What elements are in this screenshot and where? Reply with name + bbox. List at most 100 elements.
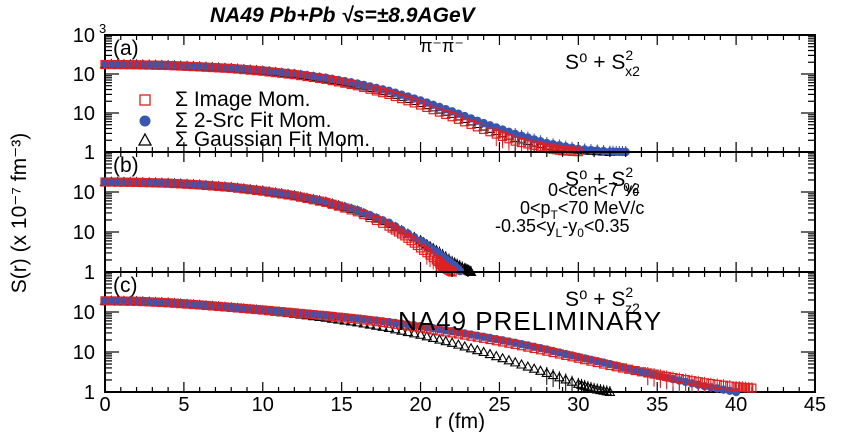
data-point bbox=[415, 100, 426, 110]
data-point bbox=[131, 177, 142, 187]
preliminary-label: NA49 PRELIMINARY bbox=[398, 306, 662, 336]
data-point bbox=[403, 321, 413, 331]
data-point bbox=[359, 82, 369, 93]
data-point bbox=[434, 107, 445, 117]
data-point bbox=[442, 264, 452, 274]
legend-entry: Σ Gaussian Fit Mom. bbox=[137, 128, 370, 151]
data-point bbox=[365, 316, 375, 326]
panel-b: 1 10 10 (b) S⁰ + S2 y2 bbox=[73, 151, 816, 284]
data-point bbox=[630, 365, 640, 376]
data-point bbox=[113, 296, 123, 306]
data-point bbox=[176, 299, 186, 309]
data-point bbox=[472, 332, 482, 342]
data-point bbox=[131, 296, 142, 306]
data-point bbox=[655, 370, 665, 380]
cut-rapidity: -0.35<yL-y0<0.35 bbox=[495, 216, 629, 240]
data-point bbox=[674, 373, 684, 384]
data-point bbox=[308, 72, 318, 83]
data-point bbox=[687, 376, 697, 386]
data-point bbox=[207, 181, 217, 191]
panel-label: (a) bbox=[113, 37, 139, 60]
legend-label: Σ Gaussian Fit Mom. bbox=[175, 128, 370, 151]
y-tick-label: 10 bbox=[73, 182, 95, 204]
x-tick-label: 20 bbox=[409, 394, 431, 416]
data-point bbox=[308, 310, 318, 320]
data-point bbox=[113, 177, 123, 187]
x-tick-label: 25 bbox=[488, 394, 510, 416]
data-point bbox=[516, 358, 527, 369]
panel-label: (c) bbox=[113, 274, 138, 297]
data-point bbox=[384, 318, 394, 328]
data-point bbox=[566, 376, 578, 386]
y-tick-label: 10 bbox=[73, 25, 95, 47]
data-point bbox=[188, 62, 198, 72]
data-point bbox=[459, 340, 471, 351]
data-point bbox=[378, 88, 388, 98]
data-point bbox=[390, 91, 400, 102]
data-point bbox=[131, 60, 142, 70]
data-point bbox=[586, 356, 596, 366]
data-point bbox=[460, 330, 470, 340]
data-point bbox=[245, 65, 255, 75]
series-open-square bbox=[100, 296, 757, 393]
cut-pt: 0<pT<70 MeV/c bbox=[520, 198, 644, 222]
data-point bbox=[182, 61, 192, 71]
data-point bbox=[706, 378, 716, 389]
data-point bbox=[314, 310, 325, 320]
data-point bbox=[327, 76, 337, 86]
series-filled-circle bbox=[100, 177, 465, 276]
data-point bbox=[302, 193, 312, 204]
x-tick-label: 45 bbox=[804, 394, 826, 416]
data-point bbox=[419, 245, 429, 255]
data-point bbox=[258, 66, 268, 76]
data-point bbox=[434, 333, 445, 344]
data-point bbox=[270, 188, 280, 198]
data-point bbox=[617, 363, 628, 373]
data-point bbox=[340, 313, 350, 323]
data-point bbox=[567, 352, 577, 362]
data-point bbox=[371, 86, 381, 96]
y-tick-label: 10 bbox=[73, 222, 95, 244]
data-point bbox=[119, 296, 129, 306]
data-point bbox=[624, 364, 634, 374]
y-tick-label: 10 bbox=[73, 103, 95, 125]
data-point bbox=[359, 210, 369, 220]
data-point bbox=[479, 124, 489, 134]
data-point bbox=[296, 308, 306, 319]
data-point bbox=[239, 303, 249, 314]
data-point bbox=[390, 319, 400, 329]
data-point bbox=[510, 339, 520, 349]
data-point bbox=[434, 326, 445, 336]
data-point bbox=[270, 67, 280, 78]
data-point bbox=[340, 78, 350, 88]
y-tick-label: 10 bbox=[73, 64, 95, 86]
legend-marker bbox=[137, 132, 153, 146]
data-point bbox=[528, 363, 540, 373]
data-point bbox=[522, 360, 534, 371]
x-axis-label: r (fm) bbox=[435, 410, 485, 432]
data-point bbox=[553, 371, 565, 382]
data-point bbox=[176, 179, 186, 189]
data-point bbox=[464, 265, 476, 276]
data-point bbox=[465, 342, 477, 353]
data-point bbox=[333, 77, 344, 87]
data-point bbox=[588, 383, 600, 393]
data-point bbox=[397, 320, 407, 330]
data-point bbox=[333, 201, 344, 211]
x-tick-label: 0 bbox=[99, 394, 110, 416]
data-point bbox=[498, 131, 508, 142]
data-point bbox=[503, 354, 515, 365]
data-point bbox=[649, 369, 659, 379]
data-point bbox=[491, 336, 501, 346]
data-point bbox=[428, 105, 438, 115]
data-point bbox=[195, 300, 205, 310]
data-point bbox=[232, 303, 243, 313]
y-tick-exponent: 3 bbox=[99, 21, 106, 36]
data-point bbox=[232, 64, 243, 74]
data-point bbox=[479, 333, 489, 343]
data-point bbox=[409, 322, 419, 332]
x-tick-label: 40 bbox=[725, 394, 747, 416]
data-point bbox=[245, 185, 255, 195]
data-point bbox=[547, 369, 559, 380]
data-point bbox=[201, 300, 211, 311]
